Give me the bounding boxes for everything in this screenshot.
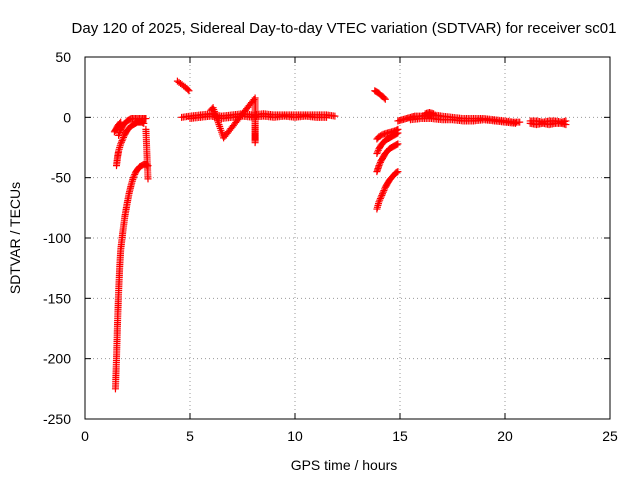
data-point: [375, 162, 383, 170]
data-point: [377, 193, 385, 201]
data-point: [142, 115, 150, 123]
data-point: [117, 118, 125, 126]
data-points: [110, 77, 570, 393]
x-tick-label: 15: [392, 428, 408, 444]
x-tick-label: 25: [602, 428, 618, 444]
grid-lines: [85, 57, 610, 419]
data-point: [381, 95, 389, 103]
data-point: [394, 140, 402, 148]
data-point: [378, 191, 386, 199]
x-tick-label: 5: [186, 428, 194, 444]
data-point: [120, 133, 127, 141]
data-point: [394, 125, 402, 133]
data-point: [118, 137, 126, 145]
y-tick-labels: 50 0 -50 -100 -150 -200 -250: [43, 49, 71, 427]
data-point: [393, 168, 401, 176]
data-point: [379, 190, 386, 198]
data-point: [119, 135, 127, 143]
data-point: [516, 118, 524, 126]
plot-frame: [84, 56, 611, 420]
data-point: [331, 112, 339, 120]
data-point: [374, 148, 382, 156]
data-point: [129, 174, 137, 182]
data-point: [379, 188, 387, 196]
data-point: [144, 175, 152, 183]
chart-title: Day 120 of 2025, Sidereal Day-to-day VTE…: [72, 20, 617, 37]
data-point: [184, 86, 192, 94]
data-point: [185, 87, 193, 95]
y-tick-label: 50: [55, 49, 71, 65]
data-point: [562, 121, 570, 129]
x-tick-label: 0: [81, 428, 89, 444]
data-point: [373, 150, 381, 158]
data-point: [376, 196, 384, 204]
data-point: [117, 140, 125, 148]
data-point: [393, 140, 401, 148]
data-point: [394, 168, 402, 176]
data-point: [512, 119, 519, 127]
x-tick-label: 10: [287, 428, 303, 444]
data-point: [393, 126, 401, 134]
y-tick-label: -250: [43, 411, 71, 427]
data-point: [380, 94, 388, 102]
data-point: [323, 113, 330, 121]
data-point: [430, 110, 438, 118]
y-tick-label: -100: [43, 230, 71, 246]
data-point: [376, 160, 384, 168]
y-axis-label: SDTVAR / TECUs: [7, 182, 23, 294]
data-point: [117, 138, 125, 146]
data-point: [380, 187, 388, 195]
y-tick-label: -50: [51, 170, 71, 186]
data-point: [116, 119, 124, 127]
data-point: [130, 172, 138, 180]
y-tick-label: -200: [43, 351, 71, 367]
x-axis-label: GPS time / hours: [291, 457, 398, 473]
data-point: [376, 195, 384, 203]
axis-ticks: [84, 56, 611, 420]
y-tick-label: 0: [63, 109, 71, 125]
x-tick-label: 20: [497, 428, 513, 444]
x-tick-labels: 0 5 10 15 20 25: [81, 428, 618, 444]
data-point: [375, 198, 383, 206]
y-tick-label: -150: [43, 290, 71, 306]
data-point: [251, 112, 259, 120]
